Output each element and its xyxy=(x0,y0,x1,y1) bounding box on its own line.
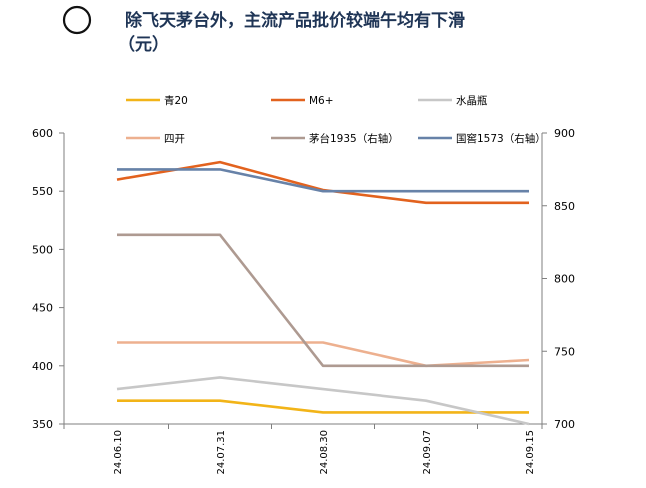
chart-title-line1: 除飞天茅台外，主流产品批价较端午均有下滑 xyxy=(125,10,465,31)
x-tick-label: 24.09.07 xyxy=(422,430,433,475)
legend-label: 四开 xyxy=(164,133,185,145)
right-tick-label: 850 xyxy=(554,200,575,213)
legend-label: 茅台1935（右轴） xyxy=(309,132,399,145)
left-tick-label: 450 xyxy=(32,302,53,315)
x-tick-label: 24.08.30 xyxy=(319,430,330,475)
circle-icon xyxy=(62,5,92,35)
right-tick-label: 900 xyxy=(554,127,575,140)
right-tick-label: 750 xyxy=(554,345,575,358)
right-tick-label: 700 xyxy=(554,418,575,431)
series-line xyxy=(117,168,529,193)
axes: 350 400 450 500 550 600 700 750 800 850 900 24.06.1… xyxy=(32,127,575,475)
series-line xyxy=(117,399,529,414)
legend-label: 水晶瓶 xyxy=(456,94,488,107)
legend-label: 国窖1573（右轴） xyxy=(456,132,546,145)
left-tick-label: 350 xyxy=(32,418,53,431)
left-tick-label: 400 xyxy=(32,360,53,373)
legend-label: M6+ xyxy=(309,95,334,107)
right-tick-label: 800 xyxy=(554,273,575,286)
series-line xyxy=(117,233,529,368)
left-tick-label: 600 xyxy=(32,127,53,140)
legend-label: 青20 xyxy=(164,94,188,107)
x-tick-label: 24.07.31 xyxy=(216,430,227,475)
chart-title-line2: （元） xyxy=(118,34,169,55)
left-tick-label: 500 xyxy=(32,243,53,256)
series-line xyxy=(117,341,530,368)
x-tick-label: 24.06.10 xyxy=(113,430,124,475)
series-line xyxy=(116,376,530,426)
left-tick-label: 550 xyxy=(32,185,53,198)
x-tick-label: 24.09.15 xyxy=(525,430,536,475)
series-lines xyxy=(116,160,530,426)
